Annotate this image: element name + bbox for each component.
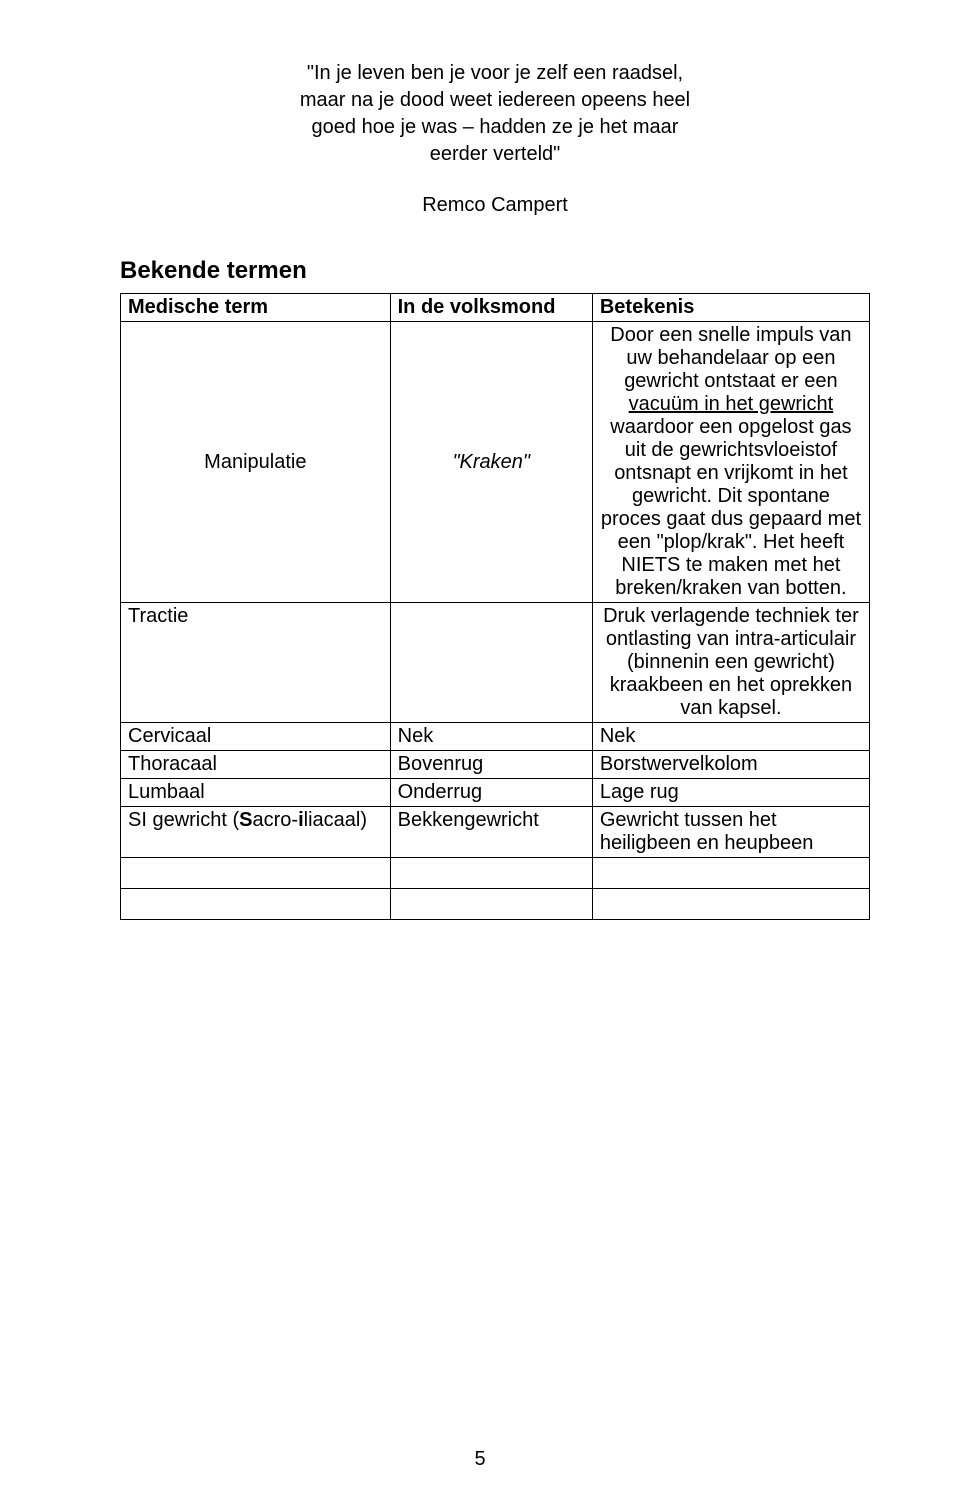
cell-c2: Onderrug [390,779,592,807]
table-row: Tractie Druk verlagende techniek ter ont… [121,603,870,723]
terms-table: Medische term In de volksmond Betekenis … [120,293,870,920]
cell-empty [592,858,869,889]
header-medische-term: Medische term [121,294,391,322]
cell-text: Nek [398,725,434,747]
cell-c1: Tractie [121,603,391,723]
cell-c1: Manipulatie [121,322,391,603]
cell-text: Bovenrug [398,753,484,775]
cell-c2: "Kraken" [390,322,592,603]
quote-line-2: maar na je dood weet iedereen opeens hee… [120,87,870,114]
cell-c3: Door een snelle impuls van uw behandelaa… [592,322,869,603]
cell-text: Druk verlagende techniek ter ontlasting … [603,605,859,719]
cell-empty [121,889,391,920]
cell-text: Cervicaal [128,725,211,747]
cell-text: Manipulatie [204,451,306,473]
cell-c2: Nek [390,723,592,751]
cell-empty [390,889,592,920]
cell-text: Nek [600,725,636,747]
table-row: Manipulatie "Kraken" Door een snelle imp… [121,322,870,603]
quote-line-1: "In je leven ben je voor je zelf een raa… [120,60,870,87]
table-row: Lumbaal Onderrug Lage rug [121,779,870,807]
cell-text: Gewricht tussen het heiligbeen en heupbe… [600,809,814,854]
section-heading: Bekende termen [120,257,870,285]
cell-c3: Nek [592,723,869,751]
cell-text: Door een snelle impuls van uw behandelaa… [601,324,861,599]
table-row: SI gewricht (Sacro-iliacaal) Bekkengewri… [121,807,870,858]
cell-c2: Bovenrug [390,751,592,779]
cell-text: Lumbaal [128,781,205,803]
cell-text: Tractie [128,605,188,627]
cell-text: Lage rug [600,781,679,803]
header-betekenis: Betekenis [592,294,869,322]
cell-c1: Lumbaal [121,779,391,807]
cell-text: Onderrug [398,781,483,803]
cell-c2 [390,603,592,723]
quote-line-3: goed hoe je was – hadden ze je het maar [120,114,870,141]
cell-text: "Kraken" [452,451,530,473]
quote-attribution: Remco Campert [120,194,870,217]
cell-text: Thoracaal [128,753,217,775]
cell-empty [390,858,592,889]
table-row: Cervicaal Nek Nek [121,723,870,751]
table-header-row: Medische term In de volksmond Betekenis [121,294,870,322]
cell-text: SI gewricht (Sacro-iliacaal) [128,809,367,831]
header-in-de-volksmond: In de volksmond [390,294,592,322]
cell-c3: Gewricht tussen het heiligbeen en heupbe… [592,807,869,858]
cell-text: Bekkengewricht [398,809,539,831]
table-row-empty [121,858,870,889]
table-row-empty [121,889,870,920]
cell-c2: Bekkengewricht [390,807,592,858]
cell-c3: Druk verlagende techniek ter ontlasting … [592,603,869,723]
page: "In je leven ben je voor je zelf een raa… [0,0,960,1511]
quote-block: "In je leven ben je voor je zelf een raa… [120,60,870,168]
quote-line-4: eerder verteld" [120,141,870,168]
cell-c3: Borstwervelkolom [592,751,869,779]
table-row: Thoracaal Bovenrug Borstwervelkolom [121,751,870,779]
cell-c1: Thoracaal [121,751,391,779]
page-number: 5 [0,1448,960,1471]
cell-c1: Cervicaal [121,723,391,751]
cell-empty [121,858,391,889]
cell-text: Borstwervelkolom [600,753,758,775]
cell-c1: SI gewricht (Sacro-iliacaal) [121,807,391,858]
table-body: Manipulatie "Kraken" Door een snelle imp… [121,322,870,920]
cell-empty [592,889,869,920]
cell-c3: Lage rug [592,779,869,807]
